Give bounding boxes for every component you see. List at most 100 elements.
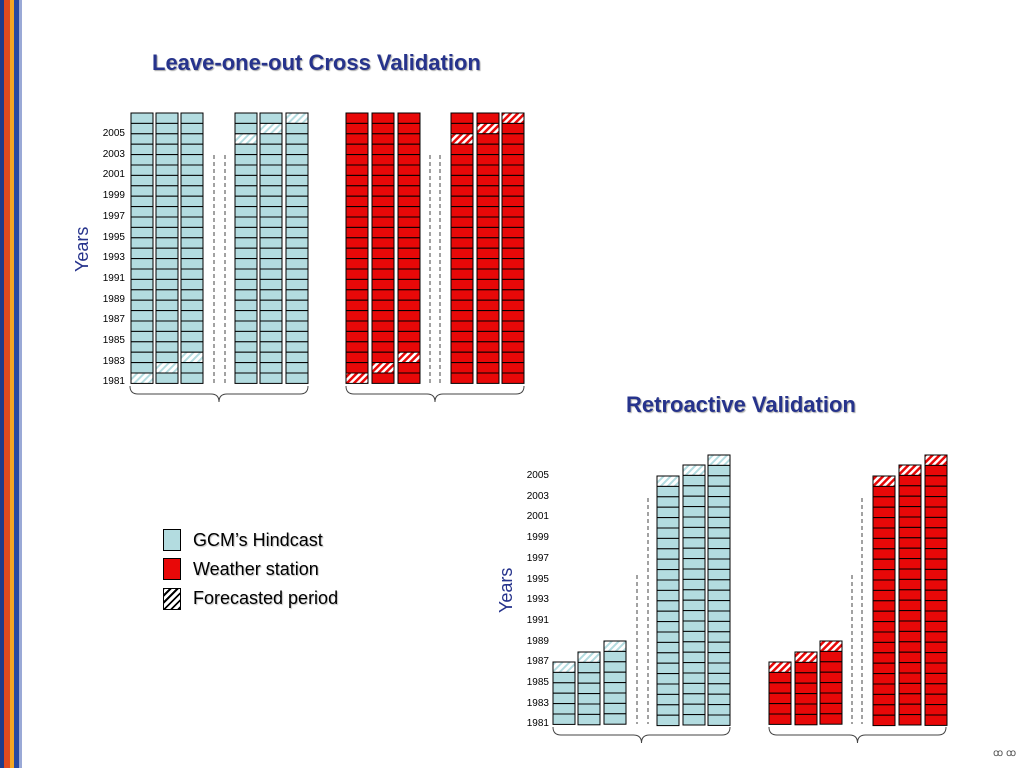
retro-hindcast-col-5-cell xyxy=(707,527,731,539)
nav-icons[interactable]: ꝏ ꝏ xyxy=(993,748,1017,759)
retro-hindcast-col-3-cell xyxy=(656,704,680,716)
retro-hindcast-col-5-cell xyxy=(707,714,731,726)
retro-station-brace xyxy=(768,726,947,744)
loo-year-label: 2003 xyxy=(102,148,125,160)
loo-station-col-0-cell xyxy=(345,164,369,176)
retro-station-col-4-cell xyxy=(898,568,922,580)
retro-station-col-2-cell xyxy=(819,640,843,652)
retro-hindcast-col-0-cell xyxy=(552,682,576,694)
retro-station-col-4-cell xyxy=(898,672,922,684)
retro-hindcast-col-3-cell xyxy=(656,693,680,706)
retro-hindcast-col-5-cell xyxy=(707,620,731,633)
loo-hindcast-col-2-cell xyxy=(180,185,204,197)
loo-hindcast-col-5-cell xyxy=(285,164,309,176)
loo-hindcast-col-0-cell xyxy=(130,299,154,312)
loo-hindcast-col-0-cell xyxy=(130,278,154,291)
loo-year-label: 2001 xyxy=(102,169,125,181)
retro-hindcast-col-1-cell xyxy=(577,651,601,663)
loo-hindcast-col-3-cell xyxy=(234,289,258,301)
loo-station-col-3-cell xyxy=(450,310,474,322)
loo-station-col-5-cell xyxy=(501,154,525,166)
loo-hindcast-col-3-cell xyxy=(234,143,258,156)
retro-hindcast-col-5-cell xyxy=(707,641,731,654)
loo-hindcast-col-5-cell xyxy=(285,112,309,124)
retro-hindcast-col-4-cell xyxy=(682,630,706,643)
loo-hindcast-col-1-cell xyxy=(155,258,179,270)
loo-station-col-4-cell xyxy=(476,122,500,135)
loo-station-col-5-cell xyxy=(501,226,525,239)
loo-hindcast-col-2-cell xyxy=(180,289,204,301)
loo-station-col-2-cell xyxy=(397,133,421,145)
loo-station-col-4-cell xyxy=(476,112,500,124)
loo-station-col-1-cell xyxy=(371,362,395,374)
loo-station-col-5-cell xyxy=(501,330,525,343)
loo-station-col-4-cell xyxy=(476,226,500,239)
loo-station-col-5-cell xyxy=(501,195,525,208)
retro-hindcast-col-3-cell xyxy=(656,600,680,612)
retro-station-col-4-cell xyxy=(898,610,922,622)
loo-station-col-5-cell xyxy=(501,206,525,218)
loo-station-col-4-cell xyxy=(476,278,500,291)
loo-station-brace xyxy=(345,385,525,403)
retro-hindcast-col-0-cell xyxy=(552,703,576,715)
loo-hindcast-col-1-cell xyxy=(155,122,179,135)
loo-station-col-1-cell xyxy=(371,226,395,239)
retro-station-col-2-cell xyxy=(819,682,843,694)
retro-hindcast-col-4-cell xyxy=(682,599,706,612)
retro-hindcast-col-5-cell xyxy=(707,704,731,716)
loo-station-col-2-cell xyxy=(397,216,421,228)
loo-hindcast-col-0-cell xyxy=(130,216,154,228)
loo-station-col-1-cell xyxy=(371,237,395,249)
retro-hindcast-col-3-cell xyxy=(656,621,680,633)
loo-station-col-4-cell xyxy=(476,258,500,270)
loo-year-label: 1981 xyxy=(102,376,125,388)
loo-station-col-0-cell xyxy=(345,154,369,166)
loo-station-col-4-cell xyxy=(476,237,500,249)
loo-station-col-5-cell xyxy=(501,289,525,301)
loo-hindcast-col-3-cell xyxy=(234,330,258,343)
loo-year-label: 1985 xyxy=(102,335,125,346)
loo-hindcast-col-3-cell xyxy=(234,174,258,187)
loo-hindcast-col-3-cell xyxy=(234,247,258,260)
retro-station-col-3-cell xyxy=(872,548,896,560)
loo-hindcast-col-5-cell xyxy=(285,362,309,374)
retro-station-col-0-cell xyxy=(768,682,792,694)
retro-hindcast-col-5-cell xyxy=(707,568,731,581)
loo-hindcast-col-0-cell xyxy=(130,372,154,384)
retro-station-col-3-cell xyxy=(872,714,896,727)
loo-hindcast-col-4-cell xyxy=(259,362,283,374)
retro-hindcast-col-4-cell xyxy=(682,703,706,716)
retro-hindcast-col-5-cell xyxy=(707,464,731,477)
retro-station-col-3-cell xyxy=(872,673,896,685)
retro-year-label: 1993 xyxy=(526,594,549,606)
loo-hindcast-col-5-cell xyxy=(285,185,309,197)
loo-station-col-0-cell xyxy=(345,195,369,208)
legend-hindcast-swatch xyxy=(163,529,181,551)
loo-station-col-0-cell xyxy=(345,133,369,145)
retro-hindcast-col-4-cell xyxy=(682,589,706,601)
loo-hindcast-col-0-cell xyxy=(130,341,154,353)
loo-station-col-3-cell xyxy=(450,122,474,135)
loo-hindcast-col-1-cell xyxy=(155,143,179,156)
retro-hindcast-col-3-cell xyxy=(656,558,680,571)
retro-station-col-3-cell xyxy=(872,704,896,716)
loo-hindcast-col-2-cell xyxy=(180,122,204,135)
retro-hindcast-col-3-cell xyxy=(656,496,680,508)
loo-hindcast-col-3-cell xyxy=(234,154,258,166)
loo-hindcast-col-2-cell xyxy=(180,154,204,166)
loo-year-label: 1987 xyxy=(102,314,125,326)
loo-station-col-2-cell xyxy=(397,247,421,260)
loo-hindcast-col-4-cell xyxy=(259,310,283,322)
retro-station-col-3-cell xyxy=(872,589,896,602)
loo-station-col-2-cell xyxy=(397,341,421,353)
retro-hindcast-col-3-cell xyxy=(656,527,680,539)
retro-year-label: 1991 xyxy=(526,614,549,626)
loo-station-col-2-cell xyxy=(397,122,421,135)
retro-year-label: 1981 xyxy=(526,718,549,730)
loo-station-col-1-cell xyxy=(371,143,395,156)
loo-hindcast-col-3-cell xyxy=(234,164,258,176)
retro-station-col-5-cell xyxy=(924,610,948,622)
loo-hindcast-col-0-cell xyxy=(130,143,154,156)
loo-year-label: 1983 xyxy=(102,355,125,367)
loo-year-label: 2005 xyxy=(102,128,125,139)
